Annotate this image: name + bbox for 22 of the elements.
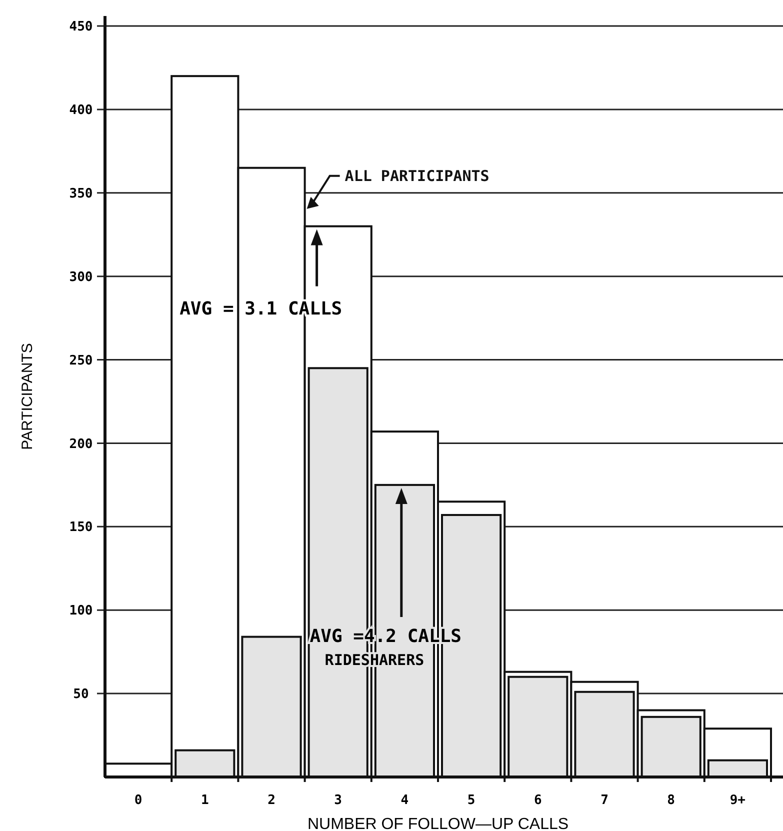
y-tick-label: 200	[69, 436, 93, 452]
x-tick-label: 3	[334, 793, 342, 808]
y-tick-label: 50	[73, 687, 89, 702]
y-tick-label: 350	[69, 186, 93, 202]
x-tick-label: 8	[667, 793, 676, 808]
x-tick-label: 9+	[730, 793, 746, 808]
y-tick-label: 450	[69, 20, 93, 35]
x-tick-label: 7	[600, 793, 608, 808]
y-axis-title: PARTICIPANTS	[19, 343, 36, 450]
x-tick-label: 5	[467, 793, 476, 808]
y-tick-label: 400	[69, 103, 93, 118]
text: ALL PARTICIPANTS	[344, 166, 490, 185]
x-axis-title: NUMBER OF FOLLOW—UP CALLS	[307, 816, 569, 831]
y-tick-label: 150	[69, 520, 93, 536]
y-tick-label: 300	[69, 270, 93, 285]
x-tick-label: 6	[534, 793, 542, 808]
y-tick-label: 250	[69, 353, 93, 368]
x-tick-label: 1	[200, 793, 209, 808]
x-tick-label: 4	[400, 793, 409, 808]
y-tick-label: 100	[69, 604, 93, 619]
x-tick-label: 2	[268, 793, 276, 808]
x-tick-label: 0	[134, 793, 142, 808]
